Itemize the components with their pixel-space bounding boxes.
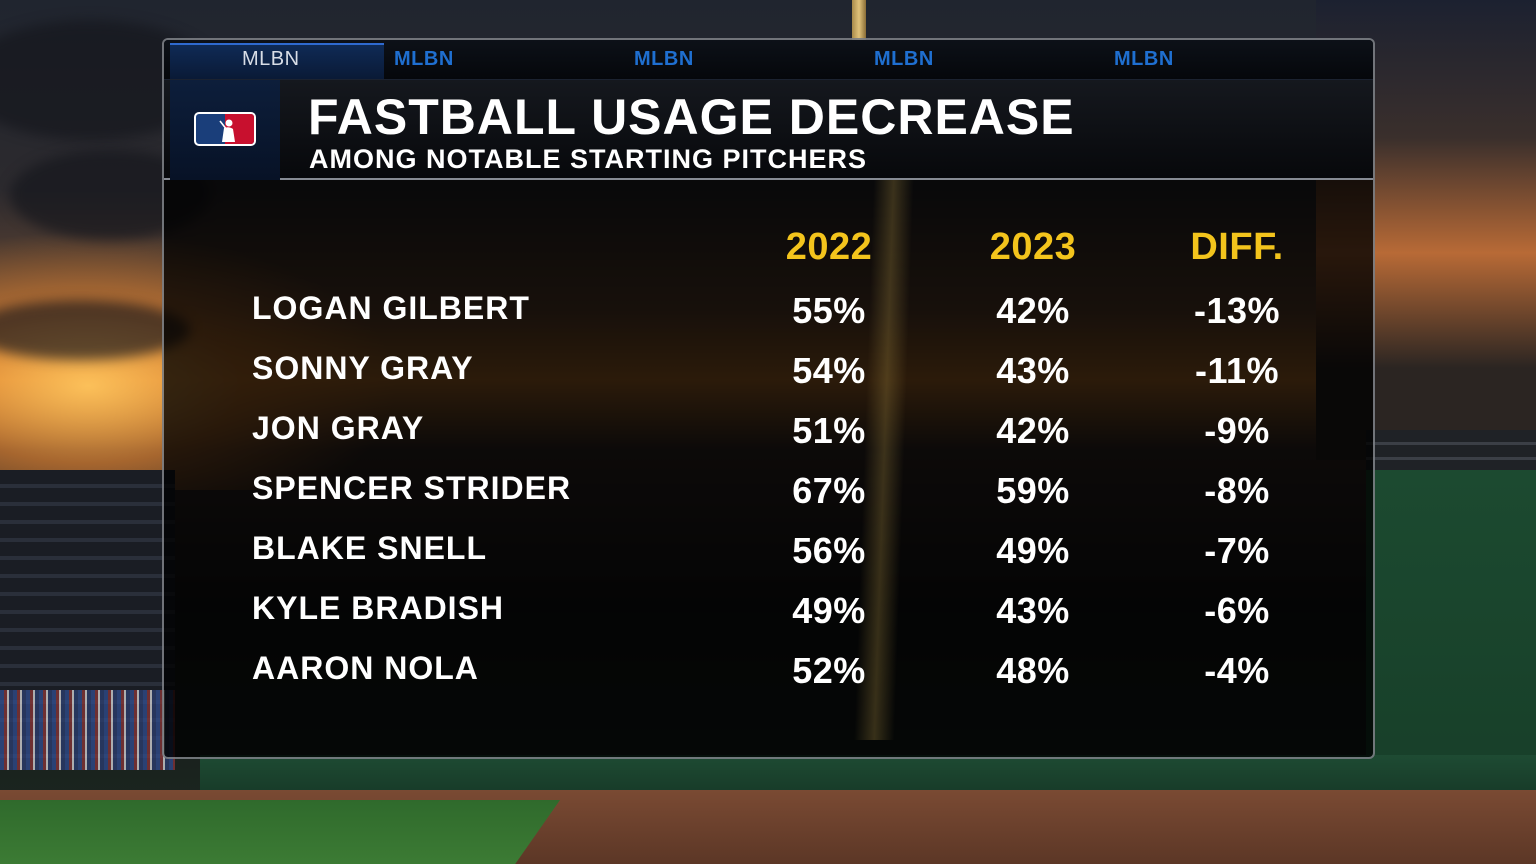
ticker-item: MLBN bbox=[394, 48, 454, 70]
crowd-left bbox=[0, 690, 175, 770]
ticker-item: MLBN bbox=[634, 48, 694, 70]
value-diff: -8% bbox=[1204, 470, 1270, 511]
value-diff: -11% bbox=[1194, 350, 1280, 391]
value-2022: 55% bbox=[792, 290, 866, 331]
value-2023: 49% bbox=[996, 530, 1070, 571]
pitcher-name: SONNY GRAY bbox=[252, 350, 474, 386]
value-2023: 43% bbox=[996, 350, 1070, 391]
pitcher-name: JON GRAY bbox=[252, 410, 425, 446]
value-2023: 42% bbox=[996, 290, 1070, 331]
value-2022: 67% bbox=[792, 470, 866, 511]
table-row: SONNY GRAY 54% 43% -11% bbox=[164, 350, 1373, 410]
table-row: JON GRAY 51% 42% -9% bbox=[164, 410, 1373, 470]
outfield-wall bbox=[200, 755, 1536, 795]
value-diff: -6% bbox=[1204, 590, 1270, 631]
value-diff: -4% bbox=[1204, 650, 1270, 691]
pitcher-name: KYLE BRADISH bbox=[252, 590, 505, 626]
batter-silhouette-icon bbox=[219, 119, 235, 142]
table-row: AARON NOLA 52% 48% -4% bbox=[164, 650, 1373, 710]
value-2022: 54% bbox=[792, 350, 866, 391]
page-subtitle: AMONG NOTABLE STARTING PITCHERS bbox=[309, 144, 867, 174]
value-diff: -9% bbox=[1204, 410, 1270, 451]
ticker-item: MLBN bbox=[1114, 48, 1174, 70]
pitcher-name: SPENCER STRIDER bbox=[252, 470, 572, 506]
outfield-grass bbox=[0, 800, 560, 864]
column-header-diff: DIFF. bbox=[1190, 226, 1284, 268]
ticker-active-tab bbox=[170, 43, 384, 79]
pitcher-name: BLAKE SNELL bbox=[252, 530, 487, 566]
value-2023: 42% bbox=[996, 410, 1070, 451]
value-2022: 51% bbox=[792, 410, 866, 451]
ticker-item: MLBN bbox=[874, 48, 934, 70]
value-2023: 59% bbox=[996, 470, 1070, 511]
column-header-2023: 2023 bbox=[989, 226, 1077, 268]
pitcher-name: LOGAN GILBERT bbox=[252, 290, 530, 326]
value-2022: 52% bbox=[792, 650, 866, 691]
table-row: BLAKE SNELL 56% 49% -7% bbox=[164, 530, 1373, 590]
value-2022: 49% bbox=[792, 590, 866, 631]
cloud bbox=[0, 300, 190, 360]
stats-panel: MLBN MLBN MLBN MLBN MLBN FASTBALL USAGE … bbox=[162, 38, 1375, 759]
column-header-2022: 2022 bbox=[785, 226, 873, 268]
table-row: KYLE BRADISH 49% 43% -6% bbox=[164, 590, 1373, 650]
graphic-header: FASTBALL USAGE DECREASE AMONG NOTABLE ST… bbox=[164, 80, 1373, 180]
value-diff: -7% bbox=[1204, 530, 1270, 571]
pitcher-name: AARON NOLA bbox=[252, 650, 479, 686]
value-2023: 43% bbox=[996, 590, 1070, 631]
value-2023: 48% bbox=[996, 650, 1070, 691]
logo-box bbox=[170, 80, 280, 180]
mlb-logo-icon bbox=[194, 112, 256, 146]
value-2022: 56% bbox=[792, 530, 866, 571]
table-row: LOGAN GILBERT 55% 42% -13% bbox=[164, 290, 1373, 350]
table-row: SPENCER STRIDER 67% 59% -8% bbox=[164, 470, 1373, 530]
page-title: FASTBALL USAGE DECREASE bbox=[308, 89, 1075, 145]
ticker-item: MLBN bbox=[242, 48, 300, 70]
value-diff: -13% bbox=[1193, 290, 1281, 331]
channel-ticker: MLBN MLBN MLBN MLBN MLBN bbox=[164, 40, 1373, 80]
